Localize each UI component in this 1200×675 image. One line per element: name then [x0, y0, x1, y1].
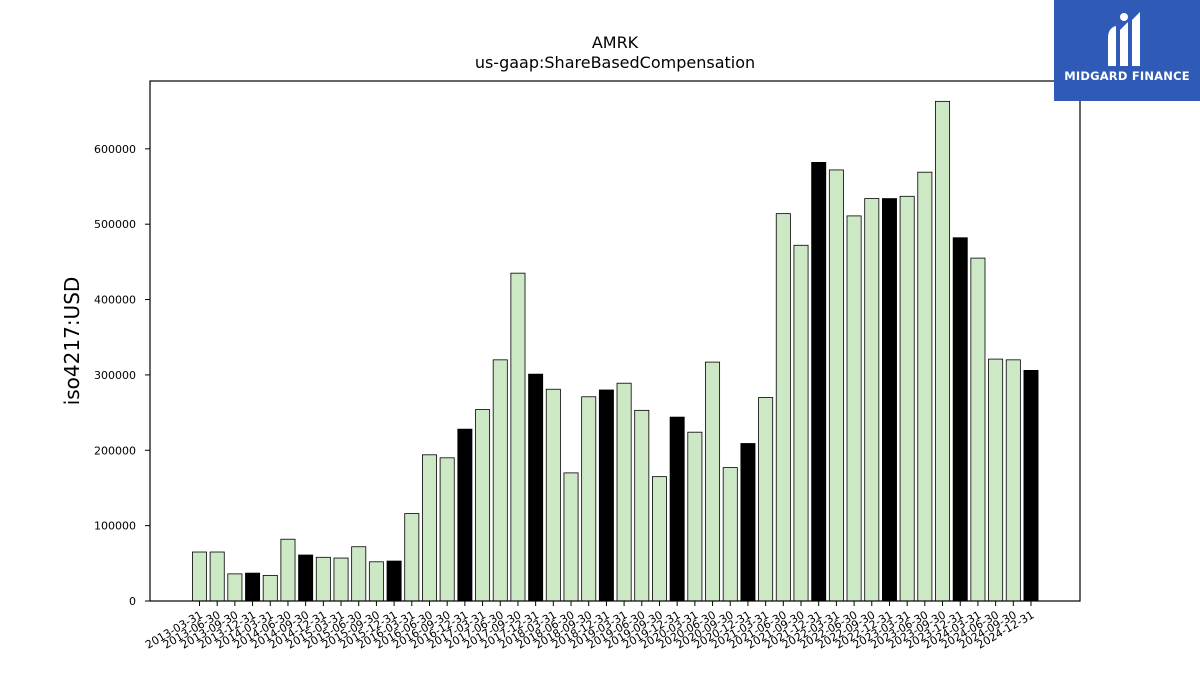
bar	[404, 513, 420, 602]
bar	[952, 237, 968, 602]
bar	[368, 561, 384, 602]
bar	[333, 557, 349, 602]
bar	[280, 538, 296, 602]
y-tick-label: 300000	[94, 369, 136, 382]
bar	[705, 361, 721, 602]
bar	[652, 476, 667, 602]
bar	[1005, 359, 1021, 602]
bar	[581, 396, 597, 602]
bar	[758, 397, 774, 602]
bar	[616, 382, 632, 602]
bar	[988, 358, 1004, 602]
bar	[262, 574, 278, 602]
chart-title: AMRK	[592, 33, 639, 52]
bar	[687, 431, 703, 602]
bar	[634, 409, 650, 602]
logo-text: MIDGARD FINANCE	[1064, 69, 1190, 83]
bar	[864, 198, 880, 602]
midgard-finance-logo: MIDGARD FINANCE	[1054, 0, 1200, 101]
bar	[510, 272, 526, 602]
bar	[598, 389, 614, 602]
bar	[245, 572, 261, 602]
bar	[1023, 369, 1039, 602]
bar	[899, 195, 915, 602]
bar	[722, 467, 738, 602]
y-tick-label: 400000	[94, 294, 136, 307]
y-tick-label: 0	[129, 595, 136, 608]
bar	[563, 472, 579, 602]
bar	[793, 244, 809, 602]
bar	[669, 416, 685, 602]
bar	[475, 409, 491, 602]
bar	[422, 454, 437, 602]
bar	[528, 373, 544, 602]
bar	[846, 215, 862, 602]
bar	[970, 257, 986, 602]
bar	[439, 457, 455, 602]
y-tick-label: 600000	[94, 143, 136, 156]
bar	[881, 198, 897, 602]
bar	[740, 443, 756, 602]
bar	[192, 551, 207, 602]
bar	[775, 213, 791, 602]
bar	[828, 169, 844, 602]
midgard-logo-icon	[1108, 12, 1140, 66]
bar	[935, 100, 951, 602]
bar	[209, 551, 225, 602]
y-tick-label: 100000	[94, 520, 136, 533]
bar	[227, 573, 243, 602]
bar	[545, 388, 561, 602]
bar	[917, 171, 933, 602]
bar	[351, 546, 367, 602]
plot-frame	[149, 80, 1081, 602]
bar	[298, 554, 314, 602]
bar	[457, 428, 473, 602]
bar	[386, 560, 402, 602]
y-tick-label: 200000	[94, 444, 136, 457]
bar	[811, 161, 827, 602]
y-tick-label: 500000	[94, 218, 136, 231]
y-axis-label: iso4217:USD	[60, 277, 84, 406]
bar	[315, 556, 331, 602]
bar	[492, 359, 508, 602]
chart-subtitle: us-gaap:ShareBasedCompensation	[475, 53, 755, 72]
